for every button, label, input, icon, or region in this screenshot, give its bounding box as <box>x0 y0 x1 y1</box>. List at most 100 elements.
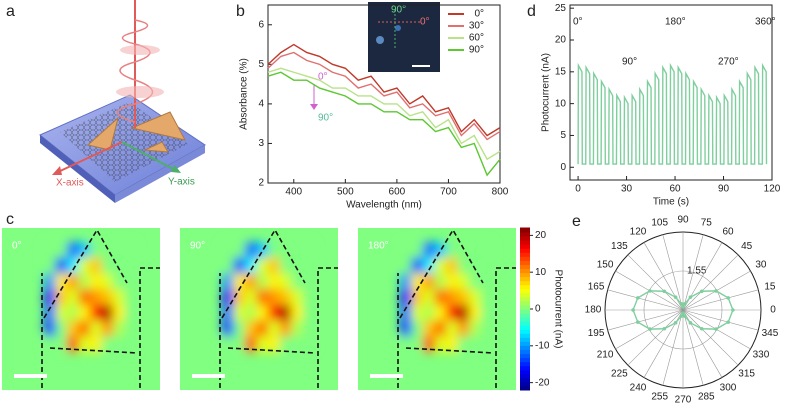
heatmap-cell <box>101 289 113 305</box>
heatmap-cell <box>302 273 314 290</box>
heatmap-cell <box>245 320 257 337</box>
heatmap-cell <box>90 336 102 352</box>
heatmap-cell <box>124 257 136 274</box>
colorbar-tick-label: 20 <box>535 230 547 241</box>
colorbar-step <box>520 304 530 310</box>
heatmap-cell <box>256 289 268 305</box>
heatmap-cell <box>55 257 67 274</box>
colorbar-tick-label: 10 <box>535 267 547 278</box>
colorbar-step <box>520 280 530 286</box>
heatmap-cell <box>90 304 102 321</box>
heatmap-cell <box>469 336 481 352</box>
colorbar-step <box>520 243 530 249</box>
heatmap-cell <box>400 304 412 321</box>
heatmap-cell <box>469 304 481 321</box>
colorbar-step <box>520 239 530 245</box>
heatmap-cell <box>256 242 268 258</box>
heatmap-cell <box>411 320 423 337</box>
y-tick-label: 5 <box>258 59 264 70</box>
angle-tick-label: 255 <box>651 392 668 403</box>
angle-tick-label: 165 <box>588 281 605 292</box>
angle-tick-label: 105 <box>651 218 668 229</box>
angle-tick-label: 30 <box>755 260 767 271</box>
heatmap-cell <box>245 257 257 274</box>
colorbar-step <box>520 231 530 237</box>
heatmap-cell <box>279 304 291 321</box>
angle-tick-label: 75 <box>701 218 713 229</box>
heatmap-cell <box>291 304 303 321</box>
polar-grid-spoke <box>662 234 684 311</box>
x-axis-title: Time (s) <box>653 197 689 208</box>
y-tick-label: 0 <box>560 162 566 173</box>
angle-tick-label: 300 <box>720 383 737 394</box>
inset-label: 0° <box>420 17 430 28</box>
heatmap-cell <box>245 289 257 305</box>
panel-label: a <box>6 3 15 20</box>
polar-grid-spoke <box>607 309 684 331</box>
heatmap-cell <box>256 320 268 337</box>
heatmap-cell <box>291 320 303 337</box>
heatmap-cell <box>113 242 125 258</box>
polar-point <box>688 295 693 299</box>
colorbar-step <box>520 316 530 322</box>
annotation: 270° <box>718 57 739 68</box>
heatmap-cell <box>480 257 492 274</box>
polar-grid-spoke <box>627 309 684 366</box>
polar-grid-spoke <box>682 289 759 311</box>
polar-point <box>662 289 667 294</box>
heatmap-cell <box>480 273 492 290</box>
polar-grid-spoke <box>682 309 704 386</box>
heatmap-cells <box>222 242 314 352</box>
heatmap-cell <box>434 273 446 290</box>
y-tick-label: 6 <box>258 19 264 30</box>
polar-point <box>731 308 735 312</box>
polar-point <box>726 296 731 300</box>
colorbar-step <box>520 268 530 274</box>
angle-tick-label: 120 <box>630 227 647 238</box>
heatmap-cell <box>67 289 79 305</box>
legend-label: 0° <box>474 9 484 20</box>
heatmap-cell <box>469 242 481 258</box>
angle-tick-label: 345 <box>762 328 779 339</box>
panel-label: d <box>527 3 536 20</box>
heatmap-cell <box>279 289 291 305</box>
heatmap-cell <box>291 273 303 290</box>
heatmap-cell <box>302 304 314 321</box>
heatmap-cell <box>90 257 102 274</box>
x-tick-label: 60 <box>669 184 681 195</box>
heatmap-cell <box>55 336 67 352</box>
heatmap-cell <box>78 320 90 337</box>
heatmap-cell <box>245 336 257 352</box>
polar-point <box>635 320 640 324</box>
polar-grid-spoke <box>662 309 684 386</box>
heatmap-cell <box>113 273 125 290</box>
heatmap-cell <box>469 257 481 274</box>
heatmap-cell <box>44 289 56 305</box>
colorbar-step <box>520 320 530 326</box>
angle-tick-label: 315 <box>738 368 755 379</box>
polar-point <box>673 321 678 325</box>
annotation: 360° <box>755 17 776 28</box>
y-tick-label: 3 <box>258 138 264 149</box>
heatmap-cell <box>268 242 280 258</box>
heatmap-cell <box>90 320 102 337</box>
heatmap-cell <box>400 320 412 337</box>
heatmap-cell <box>55 289 67 305</box>
heatmap-cell <box>113 320 125 337</box>
heatmap-cell <box>302 289 314 305</box>
outline <box>397 228 516 388</box>
heatmap-cell <box>245 304 257 321</box>
y-tick-label: 4 <box>258 99 264 110</box>
colorbar-step <box>520 349 530 355</box>
heatmap-cell <box>457 273 469 290</box>
heatmap-cell <box>256 304 268 321</box>
heatmap-cell <box>78 289 90 305</box>
heatmap-panel <box>180 228 338 390</box>
heatmap-cell <box>302 242 314 258</box>
heatmap-cell <box>268 273 280 290</box>
heatmap-cell <box>434 304 446 321</box>
heatmap-cell <box>233 320 245 337</box>
annotation: 180° <box>665 17 686 28</box>
colorbar-step <box>520 296 530 302</box>
heatmap-cell <box>434 336 446 352</box>
